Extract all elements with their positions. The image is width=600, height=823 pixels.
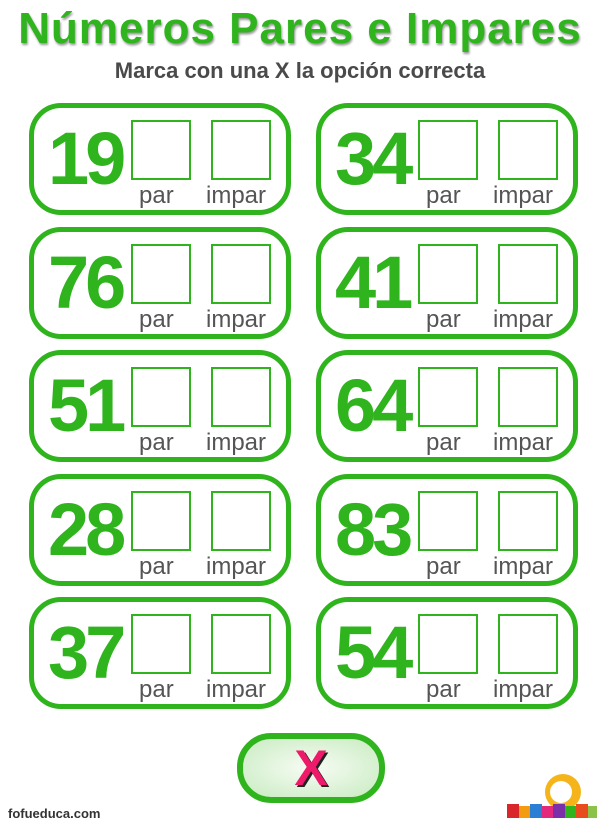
site-url: fofueduca.com [8, 806, 101, 821]
impar-checkbox[interactable] [211, 614, 271, 674]
par-checkbox[interactable] [131, 243, 191, 304]
number-card: 76 par impar [29, 226, 291, 339]
par-label: par [426, 676, 461, 703]
par-checkbox[interactable] [418, 243, 478, 304]
par-checkbox[interactable] [418, 120, 478, 180]
impar-label: impar [206, 676, 267, 703]
impar-label: impar [206, 429, 267, 456]
par-label: par [426, 305, 461, 333]
par-checkbox[interactable] [418, 614, 478, 674]
number-card: 19 par impar [29, 103, 291, 215]
par-label: par [139, 429, 174, 456]
page-title: Números Pares e Impares [18, 4, 582, 53]
impar-label: impar [493, 429, 554, 456]
par-label: par [139, 182, 174, 209]
par-checkbox[interactable] [418, 490, 478, 551]
impar-checkbox[interactable] [498, 367, 558, 427]
x-label: X [294, 740, 328, 796]
impar-checkbox[interactable] [211, 490, 271, 551]
impar-checkbox[interactable] [498, 614, 558, 674]
impar-label: impar [493, 305, 554, 333]
impar-checkbox[interactable] [211, 243, 271, 304]
impar-label: impar [206, 305, 267, 333]
number-card: 51 par impar [29, 350, 291, 462]
impar-checkbox[interactable] [211, 120, 271, 180]
number-value: 41 [335, 240, 413, 324]
fofueduca-logo [507, 774, 597, 818]
number-value: 83 [335, 487, 413, 571]
number-value: 37 [48, 611, 126, 694]
par-checkbox[interactable] [418, 367, 478, 427]
par-label: par [426, 552, 461, 580]
impar-label: impar [206, 182, 267, 209]
impar-checkbox[interactable] [498, 120, 558, 180]
par-label: par [139, 305, 174, 333]
mark-x-button[interactable]: X [237, 733, 385, 803]
par-label: par [426, 429, 461, 456]
number-card: 54 par impar [316, 597, 578, 709]
number-value: 51 [48, 364, 126, 447]
number-card: 37 par impar [29, 597, 291, 709]
par-label: par [139, 676, 174, 703]
impar-label: impar [493, 676, 554, 703]
par-checkbox[interactable] [131, 120, 191, 180]
impar-checkbox[interactable] [211, 367, 271, 427]
number-card: 34 par impar [316, 103, 578, 215]
number-value: 28 [48, 487, 126, 571]
number-card: 41 par impar [316, 226, 578, 339]
par-checkbox[interactable] [131, 614, 191, 674]
par-checkbox[interactable] [131, 490, 191, 551]
page-subtitle: Marca con una X la opción correcta [114, 58, 486, 83]
impar-checkbox[interactable] [498, 243, 558, 304]
number-card: 28 par impar [29, 473, 291, 586]
number-value: 34 [335, 117, 413, 200]
par-label: par [426, 182, 461, 209]
impar-label: impar [206, 552, 267, 580]
par-checkbox[interactable] [131, 367, 191, 427]
number-value: 64 [335, 364, 413, 447]
number-value: 54 [335, 611, 413, 694]
number-value: 19 [48, 117, 126, 200]
number-value: 76 [48, 240, 126, 324]
number-card: 64 par impar [316, 350, 578, 462]
impar-label: impar [493, 182, 554, 209]
impar-checkbox[interactable] [498, 490, 558, 551]
impar-label: impar [493, 552, 554, 580]
par-label: par [139, 552, 174, 580]
number-card: 83 par impar [316, 473, 578, 586]
